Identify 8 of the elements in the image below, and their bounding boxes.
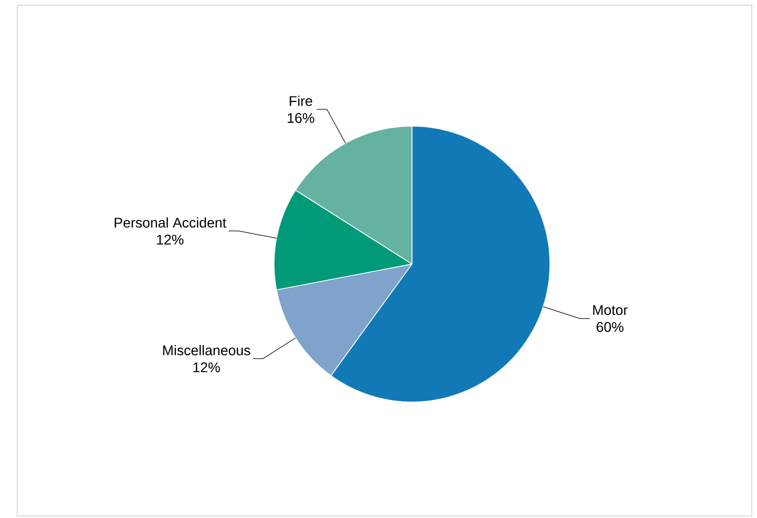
slice-label: Personal Accident bbox=[114, 217, 226, 228]
data-label: 12% bbox=[193, 362, 220, 372]
data-label: 60% bbox=[596, 322, 624, 332]
data-label: 16% bbox=[288, 113, 314, 123]
slice-label: Miscellaneous bbox=[163, 344, 250, 356]
slice-label: Fire bbox=[290, 96, 312, 106]
data-label: 12% bbox=[157, 234, 184, 245]
slice-label: Motor bbox=[593, 305, 628, 315]
